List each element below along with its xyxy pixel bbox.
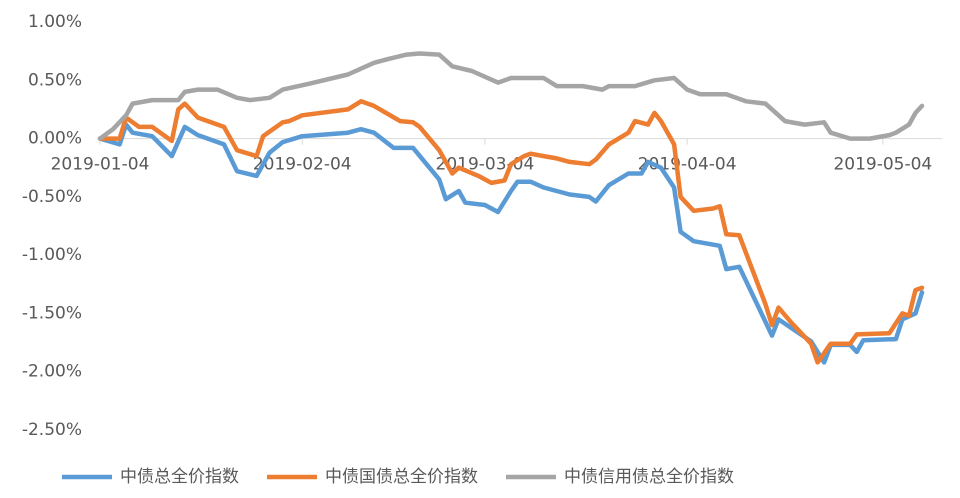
y-tick-label: -2.00%	[22, 362, 82, 382]
y-tick-label: 0.00%	[28, 129, 82, 149]
series-line	[97, 99, 925, 365]
y-tick-label: 1.00%	[28, 12, 82, 32]
y-tick-label: 0.50%	[28, 70, 82, 90]
series-line	[97, 51, 925, 141]
y-tick-label: -1.00%	[22, 245, 82, 265]
legend-label: 中债国债总全价指数	[325, 467, 478, 487]
x-tick-label: 2019-02-04	[253, 155, 352, 175]
x-tick-label: 2019-01-04	[51, 155, 150, 175]
y-tick-label: -2.50%	[22, 420, 82, 440]
y-tick-label: -1.50%	[22, 303, 82, 323]
legend-label: 中债信用债总全价指数	[564, 467, 734, 487]
x-tick-label: 2019-05-04	[833, 155, 932, 175]
legend-label: 中债总全价指数	[120, 467, 239, 487]
y-tick-label: -0.50%	[22, 187, 82, 207]
